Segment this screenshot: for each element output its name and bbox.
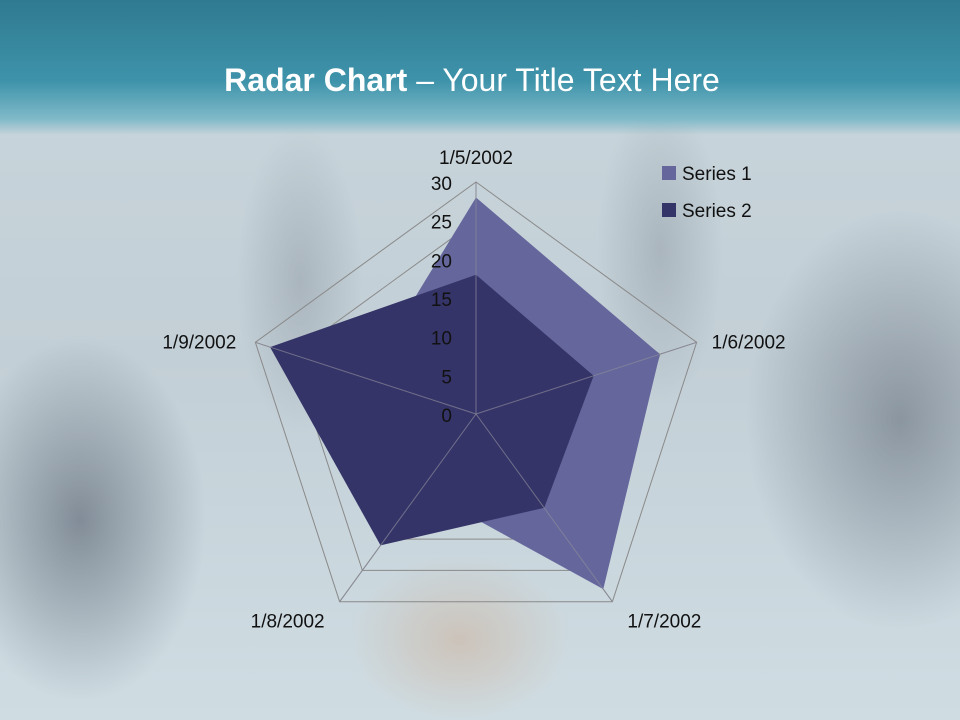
legend-swatch: [662, 166, 676, 180]
category-label: 1/6/2002: [712, 332, 786, 353]
category-label: 1/7/2002: [627, 612, 701, 633]
tick-label: 20: [431, 251, 452, 272]
tick-label: 30: [431, 174, 452, 195]
tick-label: 0: [441, 406, 452, 427]
legend-label: Series 1: [682, 164, 752, 185]
category-label: 1/8/2002: [251, 612, 325, 633]
legend-swatch: [662, 203, 676, 217]
legend-label: Series 2: [682, 201, 752, 222]
slide-title: Radar Chart – Your Title Text Here: [0, 62, 944, 99]
series-area-2: [270, 274, 594, 546]
tick-label: 10: [431, 329, 452, 350]
axis-spoke: [475, 341, 697, 415]
category-label: 1/5/2002: [439, 148, 513, 169]
grid-ring: [254, 181, 698, 603]
title-bar: [0, 0, 960, 135]
tick-label: 5: [441, 367, 452, 388]
category-label: 1/9/2002: [162, 332, 236, 353]
axis-spoke: [475, 413, 613, 602]
axis-spoke: [339, 413, 477, 602]
axis-spoke: [255, 341, 477, 415]
tick-label: 15: [431, 290, 452, 311]
title-rest: – Your Title Text Here: [407, 62, 720, 98]
tick-label: 25: [431, 213, 452, 234]
title-bold: Radar Chart: [224, 62, 408, 98]
